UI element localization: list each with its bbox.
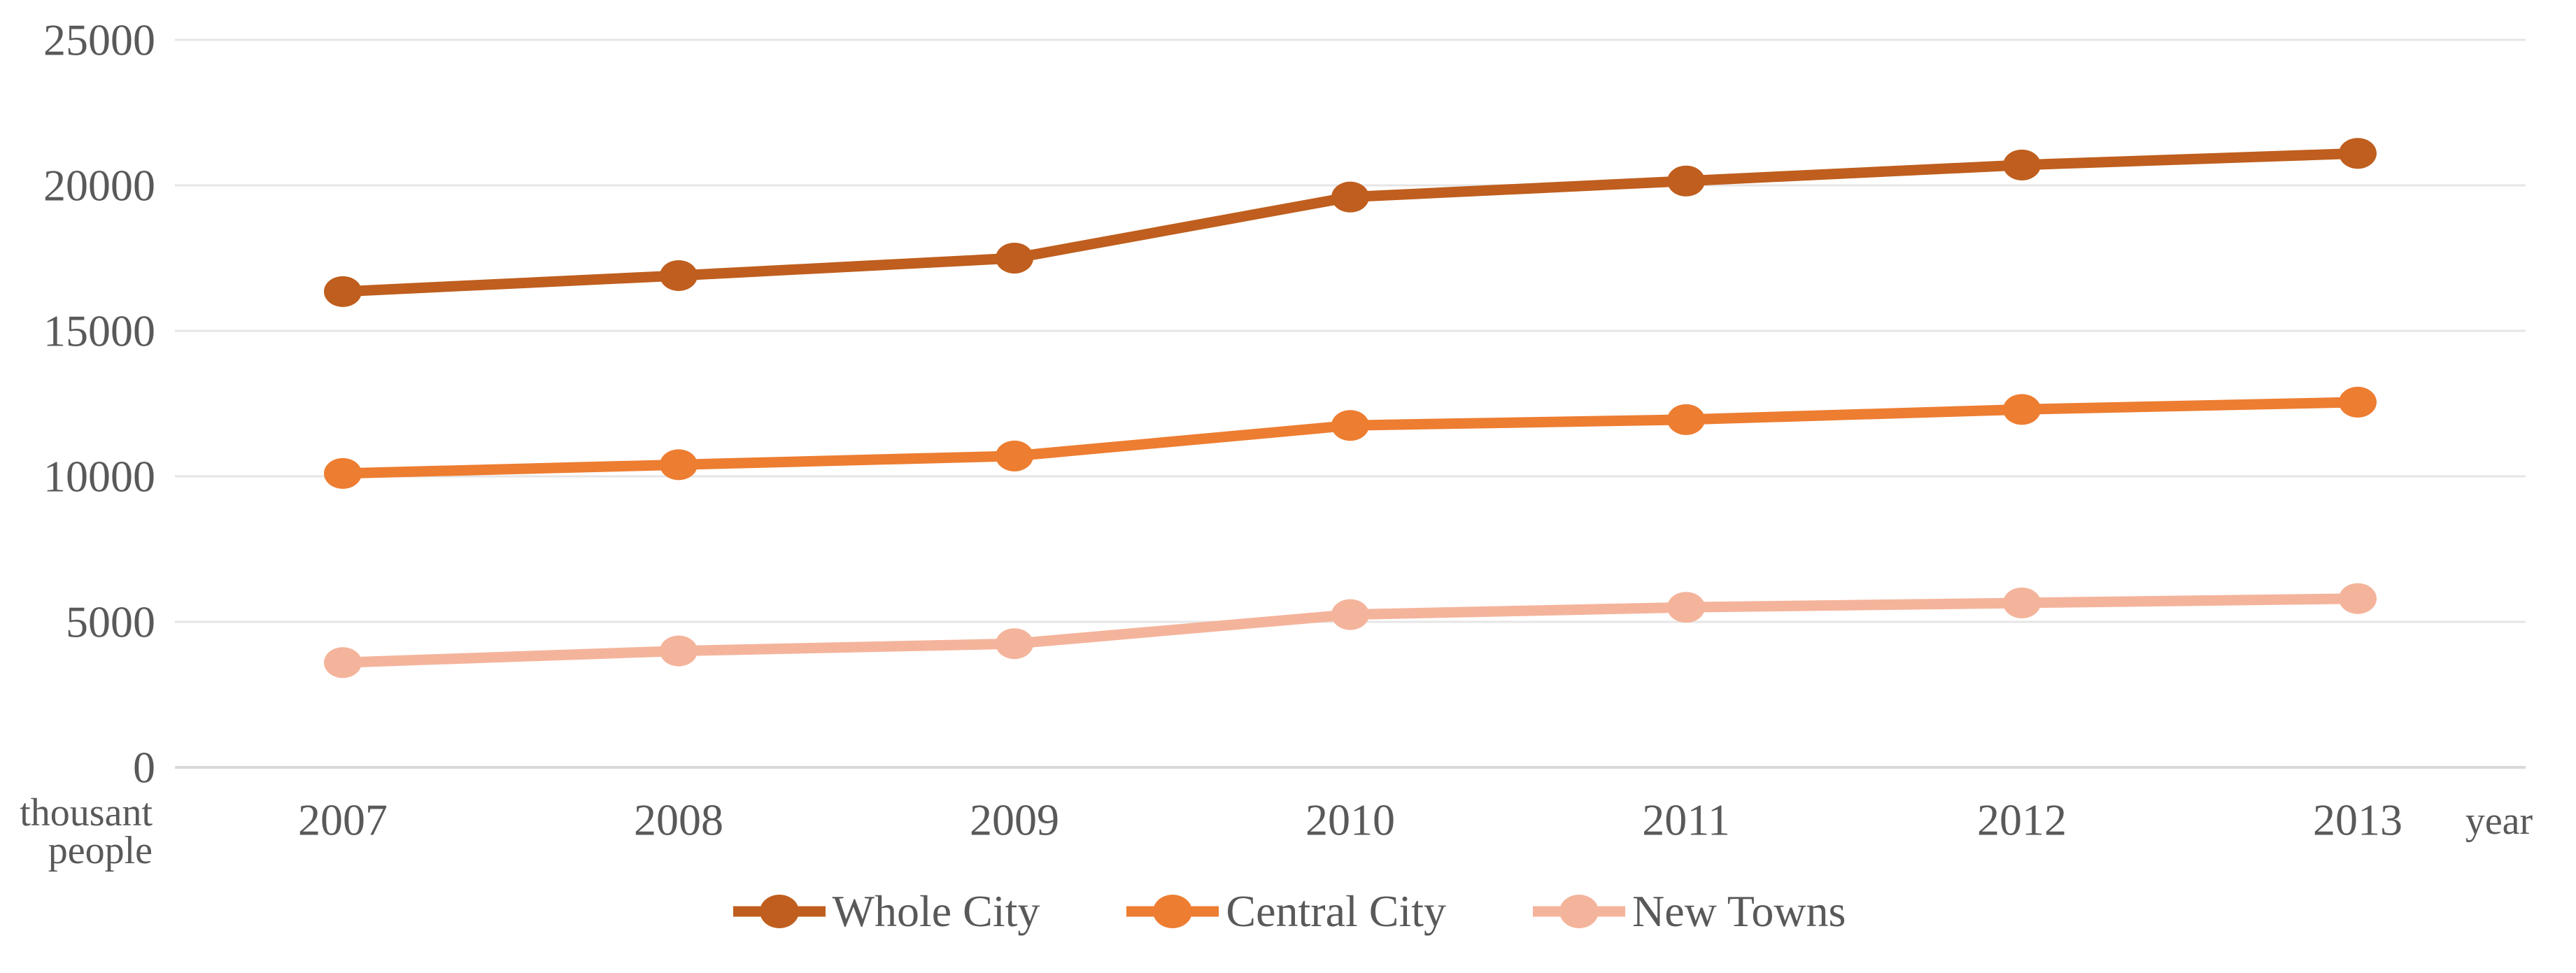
legend-item-new-towns: New Towns [1530, 886, 1846, 937]
legend: Whole City Central City New Towns [0, 886, 2576, 937]
legend-label: Central City [1226, 886, 1447, 936]
x-axis-unit-label: year [2465, 800, 2533, 843]
data-point-marker [660, 635, 698, 667]
x-tick-label: 2013 [2313, 795, 2402, 845]
data-point-marker [324, 276, 362, 307]
data-point-marker [324, 457, 362, 489]
y-tick-label: 25000 [43, 15, 155, 65]
x-tick-label: 2010 [1305, 795, 1395, 845]
data-point-marker [996, 243, 1033, 274]
data-point-marker [660, 449, 698, 481]
y-tick-label: 15000 [43, 306, 155, 356]
legend-line-marker-icon [1126, 895, 1219, 928]
data-point-marker [1667, 165, 1705, 197]
data-point-marker [2339, 386, 2377, 418]
data-point-marker [2003, 394, 2041, 425]
data-point-marker [1331, 181, 1369, 213]
legend-label: New Towns [1632, 886, 1846, 936]
series-lines [324, 138, 2377, 679]
data-point-marker [1667, 404, 1705, 435]
y-tick-label: 10000 [43, 452, 155, 502]
legend-line-marker-icon [733, 895, 826, 928]
y-tick-label: 5000 [66, 597, 155, 647]
data-point-marker [2003, 149, 2041, 180]
x-axis-labels: 2007 2008 2009 2010 2011 2012 2013 [298, 795, 2402, 845]
series-line-whole-city [337, 148, 2363, 297]
y-tick-label: 0 [133, 743, 155, 793]
data-point-marker [2339, 583, 2377, 614]
y-axis-unit-line1: thousant [20, 791, 153, 834]
y-axis-labels: 0 5000 10000 15000 20000 25000 [43, 15, 155, 793]
x-tick-label: 2011 [1642, 795, 1730, 845]
legend-line-marker-icon [1533, 895, 1626, 928]
x-tick-label: 2007 [298, 795, 388, 845]
x-tick-label: 2008 [634, 795, 723, 845]
legend-label: Whole City [832, 886, 1040, 936]
data-point-marker [996, 628, 1033, 660]
legend-item-whole-city: Whole City [730, 886, 1040, 937]
data-point-marker [2339, 138, 2377, 169]
data-point-marker [996, 440, 1033, 471]
y-axis-unit-line2: people [48, 829, 153, 872]
legend-item-central-city: Central City [1124, 886, 1446, 937]
data-point-marker [660, 260, 698, 291]
x-tick-label: 2009 [970, 795, 1059, 845]
data-point-marker [2003, 587, 2041, 618]
data-point-marker [324, 647, 362, 679]
x-tick-label: 2012 [1977, 795, 2067, 845]
y-tick-label: 20000 [43, 161, 155, 211]
data-point-marker [1331, 599, 1369, 630]
data-point-marker [1331, 410, 1369, 441]
data-point-marker [1667, 592, 1705, 623]
